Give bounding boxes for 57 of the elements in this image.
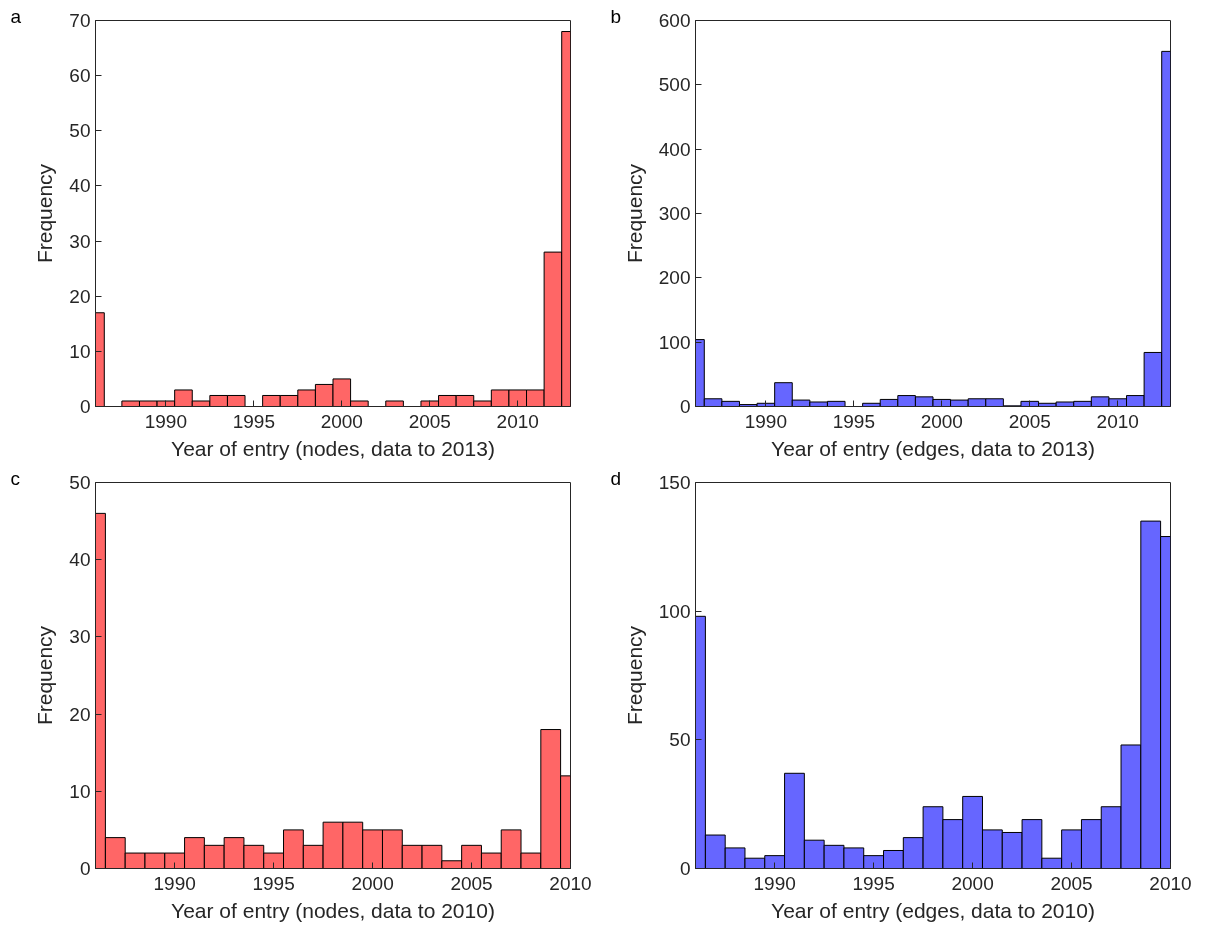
x-tick-label: 1990 xyxy=(744,410,788,432)
x-tick-label: 2000 xyxy=(320,410,363,432)
y-tick-label: 400 xyxy=(658,138,691,160)
x-tick-label: 2000 xyxy=(920,410,963,432)
y-axis-title: Frequency xyxy=(622,163,646,264)
y-axis-title: Frequency xyxy=(622,625,646,726)
x-axis-title: Year of entry (nodes, data to 2010) xyxy=(171,898,495,922)
y-tick-label: 600 xyxy=(658,10,691,31)
y-tick-label: 50 xyxy=(669,729,691,751)
y-tick-label: 0 xyxy=(679,396,691,417)
x-axis-title: Year of entry (nodes, data to 2013) xyxy=(171,436,495,460)
chart-title: d xyxy=(610,467,622,489)
x-tick-label: 2010 xyxy=(1149,872,1192,894)
x-tick-label: 1990 xyxy=(153,872,196,894)
x-tick-label: 2005 xyxy=(408,410,451,432)
y-tick-label: 70 xyxy=(69,10,91,31)
x-tick-label: 1995 xyxy=(232,410,275,432)
y-tick-label: 100 xyxy=(658,600,691,622)
y-axis-title: Frequency xyxy=(33,625,57,726)
chart-title: b xyxy=(610,5,622,27)
y-tick-label: 0 xyxy=(679,858,691,879)
y-tick-label: 30 xyxy=(69,230,91,252)
x-tick-label: 2010 xyxy=(549,872,592,894)
x-tick-label: 2005 xyxy=(450,872,493,894)
x-tick-label: 1995 xyxy=(832,410,875,432)
x-tick-label: 1995 xyxy=(852,872,895,894)
y-tick-label: 30 xyxy=(69,626,91,648)
y-tick-label: 0 xyxy=(79,396,91,417)
x-tick-label: 2000 xyxy=(351,872,394,894)
y-tick-label: 10 xyxy=(69,780,91,802)
x-tick-label: 1990 xyxy=(144,410,188,432)
x-tick-label: 1995 xyxy=(252,872,295,894)
x-axis-title: Year of entry (edges, data to 2010) xyxy=(771,898,1095,922)
y-tick-label: 40 xyxy=(69,549,91,571)
y-tick-label: 300 xyxy=(658,203,691,224)
x-tick-label: 2005 xyxy=(1008,410,1051,432)
x-tick-label: 2010 xyxy=(496,410,539,432)
y-tick-label: 150 xyxy=(658,472,691,493)
y-tick-label: 20 xyxy=(69,285,91,307)
y-tick-label: 200 xyxy=(658,267,691,289)
x-tick-label: 2005 xyxy=(1050,872,1093,894)
y-tick-label: 60 xyxy=(69,65,91,87)
x-axis-title: Year of entry (edges, data to 2013) xyxy=(771,436,1095,460)
y-tick-label: 0 xyxy=(79,858,91,879)
y-tick-label: 20 xyxy=(69,703,91,725)
y-tick-label: 50 xyxy=(69,472,91,493)
chart-title: a xyxy=(10,5,22,27)
x-tick-label: 2010 xyxy=(1096,410,1139,432)
y-tick-label: 10 xyxy=(69,340,91,362)
y-tick-label: 40 xyxy=(69,175,91,197)
y-tick-label: 50 xyxy=(69,120,91,142)
y-axis-title: Frequency xyxy=(33,163,57,264)
y-tick-label: 500 xyxy=(658,74,691,96)
x-tick-label: 2000 xyxy=(951,872,994,894)
chart-title: c xyxy=(10,467,20,489)
x-tick-label: 1990 xyxy=(753,872,796,894)
y-tick-label: 100 xyxy=(658,331,691,353)
